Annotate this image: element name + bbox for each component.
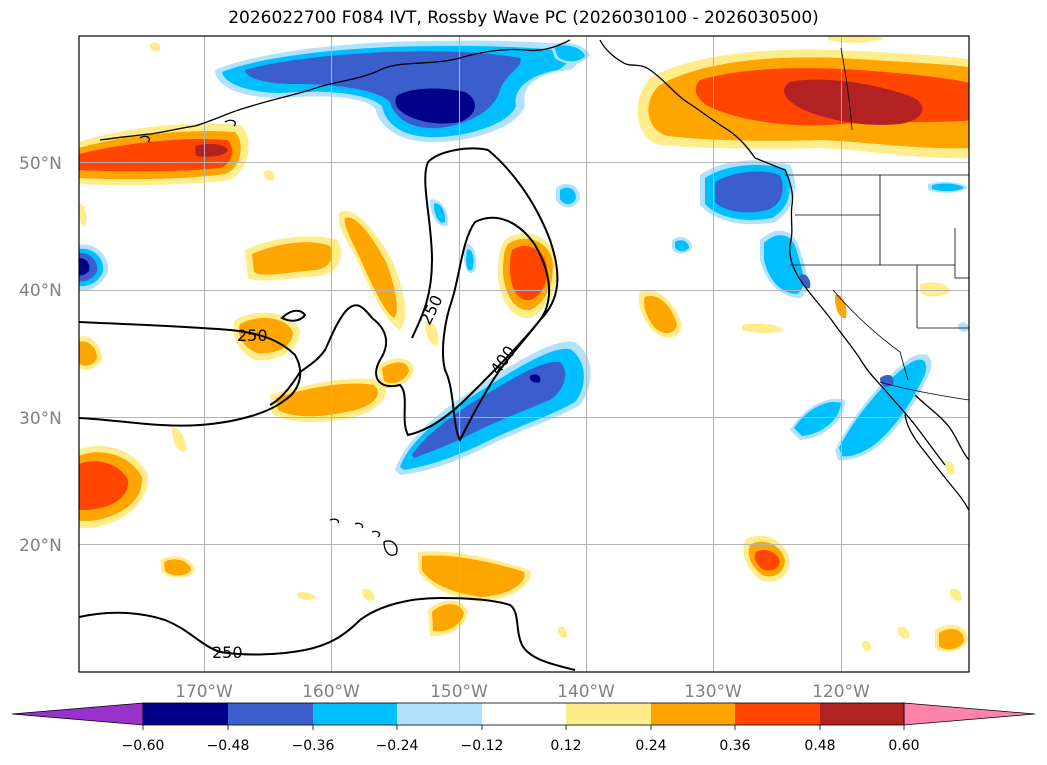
anomaly-region	[675, 240, 689, 252]
anomaly-region	[920, 282, 950, 297]
contour-label: 250	[237, 326, 268, 345]
colorbar-tick-label: −0.60	[122, 738, 165, 754]
anomaly-region	[344, 217, 397, 318]
anomaly-region	[828, 36, 885, 43]
anomaly-region	[839, 359, 927, 457]
anomaly-region	[252, 242, 332, 275]
map-title: 2026022700 F084 IVT, Rossby Wave PC (202…	[228, 8, 819, 28]
colorbar-bin	[397, 703, 482, 725]
anomaly-region	[861, 640, 872, 651]
negative-anomaly-regions	[79, 40, 969, 475]
anomaly-region	[432, 604, 464, 632]
anomaly-region	[466, 249, 474, 271]
colorbar-over-arrow	[903, 702, 1036, 726]
anomaly-region	[172, 427, 187, 452]
lon-label: 140°W	[557, 682, 615, 702]
colorbar-bin	[143, 703, 228, 725]
positive-anomaly-regions	[79, 36, 969, 652]
anomaly-region	[944, 460, 955, 475]
anomaly-region	[238, 317, 293, 354]
coastlines	[99, 39, 969, 556]
colorbar-bin	[820, 703, 904, 725]
colorbar-bin	[566, 703, 651, 725]
anomaly-region	[644, 295, 677, 334]
colorbar-tick-label: −0.48	[207, 738, 250, 754]
anomaly-region	[79, 461, 129, 510]
anomaly-region	[932, 183, 964, 192]
anomaly-region	[79, 138, 233, 172]
map-layers: 250 250 400 250	[79, 36, 969, 672]
lon-label: 160°W	[302, 682, 360, 702]
anomaly-region	[958, 322, 969, 332]
anomaly-region	[395, 88, 476, 124]
colorbar-tick-label: −0.24	[376, 738, 419, 754]
anomaly-region	[939, 628, 964, 650]
anomaly-region	[422, 555, 525, 597]
anomaly-region	[263, 170, 275, 181]
anomaly-region	[195, 143, 228, 157]
anomaly-region	[425, 321, 439, 346]
colorbar: −0.60 −0.48 −0.36 −0.24 −0.12 0.12 0.24 …	[11, 702, 1036, 754]
anomaly-region	[834, 294, 847, 319]
anomaly-region	[897, 626, 910, 639]
anomaly-region	[79, 258, 90, 276]
colorbar-bin	[482, 703, 566, 725]
anomaly-region	[510, 246, 548, 301]
colorbar-bin	[313, 703, 397, 725]
colorbar-tick-label: 0.36	[719, 738, 750, 754]
political-borders	[785, 47, 969, 401]
colorbar-tick-label: 0.60	[888, 738, 919, 754]
anomaly-region	[880, 374, 894, 387]
anomaly-region	[297, 591, 316, 601]
anomaly-region	[362, 588, 375, 602]
anomaly-region	[149, 42, 161, 52]
anomaly-region	[560, 187, 576, 205]
colorbar-bin	[651, 703, 735, 725]
lon-label: 130°W	[684, 682, 742, 702]
anomaly-region	[412, 361, 566, 458]
anomaly-region	[794, 402, 841, 436]
anomaly-region	[554, 45, 585, 62]
anomaly-region	[529, 374, 541, 383]
graticule	[79, 36, 969, 672]
colorbar-tick-label: −0.36	[292, 738, 335, 754]
lon-label: 120°W	[812, 682, 870, 702]
anomaly-region	[784, 79, 923, 125]
anomaly-region	[800, 274, 811, 289]
anomaly-region	[754, 550, 780, 571]
anomaly-region	[79, 341, 97, 366]
lat-label: 50°N	[19, 154, 62, 174]
colorbar-tick-label: 0.24	[635, 738, 666, 754]
lon-label: 170°W	[175, 682, 233, 702]
lon-label: 150°W	[430, 682, 488, 702]
anomaly-region	[164, 559, 191, 576]
anomaly-region	[764, 235, 804, 294]
anomaly-region	[557, 626, 568, 638]
colorbar-tick-label: −0.12	[461, 738, 504, 754]
colorbar-bin	[228, 703, 313, 725]
anomaly-region	[276, 383, 378, 417]
map-frame	[78, 35, 970, 673]
colorbar-bin	[735, 703, 820, 725]
lat-label: 20°N	[19, 536, 62, 556]
contour-lines	[79, 147, 576, 671]
lat-label: 40°N	[19, 281, 62, 301]
anomaly-region	[382, 362, 409, 384]
anomaly-region	[715, 171, 783, 213]
anomaly-region	[742, 323, 784, 333]
anomaly-region	[79, 203, 87, 227]
contour-label: 250	[212, 643, 243, 662]
colorbar-tick-label: 0.48	[804, 738, 835, 754]
anomaly-region	[434, 203, 446, 223]
anomaly-region	[949, 588, 962, 601]
lat-label: 30°N	[19, 409, 62, 429]
colorbar-tick-label: 0.12	[550, 738, 581, 754]
colorbar-under-arrow	[11, 702, 144, 726]
